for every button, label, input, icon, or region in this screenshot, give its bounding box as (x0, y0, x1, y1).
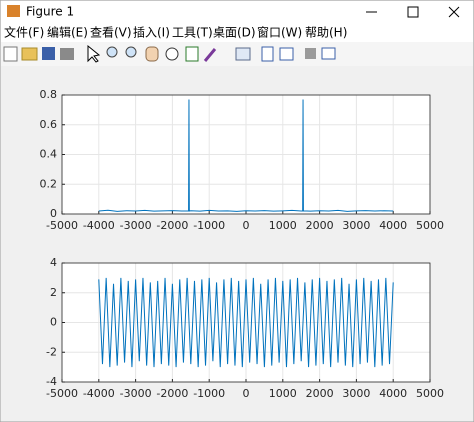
x-tick-label: -3000 (120, 387, 152, 400)
axes-box (61, 262, 431, 383)
y-tick-label: -4 (46, 375, 57, 388)
maximize-button[interactable] (407, 6, 419, 18)
tool-datatip[interactable] (185, 46, 199, 62)
x-tick-label: 0 (243, 219, 250, 232)
window-title: Figure 1 (26, 5, 74, 19)
tool-save[interactable] (42, 47, 55, 60)
x-tick-label: 1000 (269, 387, 297, 400)
y-tick-label: 0 (50, 207, 57, 220)
data-line (98, 277, 394, 368)
tool-pan[interactable] (145, 46, 159, 62)
axes-box (61, 94, 431, 215)
tool-zoom-out[interactable] (125, 46, 137, 58)
y-tick-label: -2 (46, 345, 57, 358)
y-tick-label: 4 (50, 256, 57, 269)
axes: -5000 -4000 -3000 -2000 -1000 0 1000 2000 3000 40… (40, 88, 445, 232)
tool-rotate[interactable] (165, 47, 179, 61)
menu-item[interactable]: 编辑(E) (47, 25, 88, 40)
menu-item[interactable]: 插入(I) (133, 26, 170, 40)
x-tick-label: -1000 (193, 219, 225, 232)
menu-bar (1, 22, 473, 42)
x-tick-label: 1000 (269, 219, 297, 232)
y-tick-label: 0.4 (40, 148, 58, 161)
x-tick-label: 4000 (379, 387, 407, 400)
menu-item[interactable]: 桌面(D) (213, 26, 256, 40)
x-tick-label: -4000 (83, 219, 115, 232)
y-tick-label: 0.6 (40, 118, 58, 131)
x-tick-label: 5000 (416, 387, 444, 400)
tool-link[interactable] (235, 47, 251, 61)
menu-item[interactable]: 查看(V) (90, 26, 132, 40)
y-tick-label: 0.2 (40, 177, 58, 190)
tool-show[interactable] (321, 47, 336, 60)
app-icon (7, 5, 20, 17)
x-tick-label: -2000 (156, 387, 188, 400)
toolbar-icons (3, 44, 336, 63)
x-tick-label: -1000 (193, 387, 225, 400)
x-tick-label: -2000 (156, 219, 188, 232)
menu-item[interactable]: 帮助(H) (305, 26, 347, 40)
x-tick-label: 5000 (416, 219, 444, 232)
axes: -5000 -4000 -3000 -2000 -1000 0 1000 2000 3000 40… (46, 256, 444, 400)
x-tick-label: 3000 (342, 219, 370, 232)
y-tick-label: 0 (50, 316, 57, 329)
x-tick-label: -3000 (120, 219, 152, 232)
menu-item[interactable]: 窗口(W) (257, 26, 302, 40)
x-tick-label: 0 (243, 387, 250, 400)
title-bar (1, 1, 473, 22)
tool-hide[interactable] (305, 48, 316, 59)
x-tick-label: -5000 (46, 219, 78, 232)
tool-print[interactable] (60, 48, 74, 60)
x-tick-label: -5000 (46, 387, 78, 400)
menu-item[interactable]: 工具(T) (172, 26, 213, 40)
tool-open[interactable] (21, 47, 38, 61)
tool-brush[interactable] (203, 48, 217, 62)
x-tick-label: 4000 (379, 219, 407, 232)
menu-item[interactable]: 文件(F) (4, 25, 44, 40)
x-tick-label: 3000 (342, 387, 370, 400)
data-line (98, 99, 394, 212)
x-tick-label: -4000 (83, 387, 115, 400)
tool-legend[interactable] (279, 47, 294, 61)
tool-pointer[interactable] (87, 44, 101, 63)
y-tick-label: 2 (50, 286, 57, 299)
menu-items: 文件(F) 编辑(E) 查看(V) 插入(I) 工具(T) 桌面(D) 窗口(W) 帮助(H) (4, 25, 347, 40)
tool-colorbar[interactable] (261, 46, 274, 62)
tool-zoom-in[interactable] (106, 46, 118, 58)
x-tick-label: 2000 (306, 387, 334, 400)
x-tick-label: 2000 (306, 219, 334, 232)
close-button[interactable] (448, 6, 460, 18)
tool-new[interactable] (3, 46, 18, 62)
y-tick-label: 0.8 (40, 88, 58, 101)
